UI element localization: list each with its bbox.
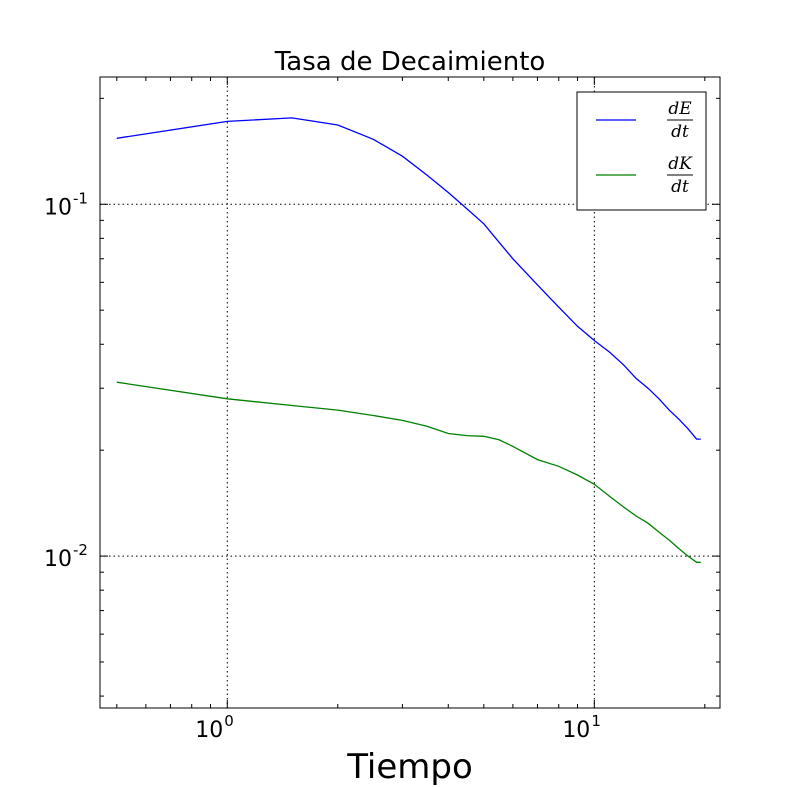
legend-label-numerator: dE	[668, 99, 692, 119]
y-tick-label: 10	[44, 195, 72, 220]
y-tick-exponent: -2	[73, 541, 88, 559]
legend-label-numerator: dK	[668, 154, 693, 174]
chart-title: Tasa de Decaimiento	[274, 47, 546, 77]
x-tick-exponent: 0	[224, 712, 234, 730]
legend-label-denominator: dt	[671, 122, 689, 142]
x-tick-label: 10	[562, 718, 590, 743]
legend-label-denominator: dt	[671, 177, 689, 197]
plot-frame	[99, 76, 721, 709]
x-axis-label: Tiempo	[346, 747, 473, 787]
x-tick-exponent: 1	[591, 712, 601, 730]
y-tick-label: 10	[44, 547, 72, 572]
series-line-2	[116, 381, 701, 563]
series-line-1	[116, 117, 701, 440]
y-tick-exponent: -1	[73, 189, 88, 207]
legend-box	[576, 91, 707, 211]
x-tick-label: 10	[195, 718, 223, 743]
